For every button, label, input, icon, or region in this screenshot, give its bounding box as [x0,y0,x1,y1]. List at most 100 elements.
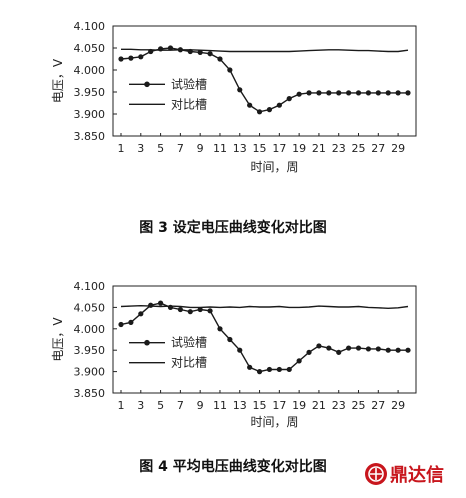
y-tick-label: 3.850 [74,130,106,143]
y-tick-label: 3.950 [74,86,106,99]
x-tick-label: 23 [332,142,346,155]
x-tick-label: 13 [233,399,247,412]
x-tick-label: 19 [292,399,306,412]
data-point [157,300,164,306]
data-point [217,56,223,62]
data-point [227,67,233,73]
y-tick-label: 4.000 [74,64,106,77]
x-tick-label: 13 [233,142,247,155]
legend-marker [144,81,150,88]
x-tick-label: 23 [332,399,346,412]
data-point [207,308,213,314]
data-point [128,55,134,61]
data-point [336,349,342,355]
data-point [385,90,391,96]
data-point [197,306,203,313]
x-tick-label: 5 [157,399,164,412]
plot-frame [112,25,417,137]
data-point [286,96,292,102]
data-point [375,90,381,96]
x-axis-title: 时间，周 [250,415,298,429]
data-point [375,346,381,352]
x-tick-label: 5 [157,142,164,155]
series-line-control-cell [121,48,409,53]
x-tick-label: 29 [391,399,405,412]
x-tick-label: 27 [371,399,385,412]
figure-caption: 图 4 平均电压曲线变化对比图 [139,458,327,475]
x-tick-label: 15 [253,142,267,155]
data-point [177,306,183,313]
x-tick-label: 3 [137,142,144,155]
data-point [346,345,352,351]
x-tick-label: 19 [292,142,306,155]
x-tick-label: 15 [253,399,267,412]
x-tick-label: 9 [197,399,204,412]
y-tick-label: 3.850 [74,387,106,400]
y-tick-label: 3.900 [74,108,106,121]
data-point [118,56,124,62]
x-tick-label: 17 [272,399,286,412]
data-point [197,49,203,56]
data-point [286,366,292,373]
x-tick-label: 25 [352,399,366,412]
data-point [128,319,134,325]
plot-frame [112,285,417,394]
y-axis-title: 电压，V [51,317,65,362]
data-point [365,90,372,96]
x-tick-label: 3 [137,399,144,412]
data-point [395,347,401,353]
y-axis-title: 电压，V [51,58,65,103]
data-point [365,346,372,352]
data-point [276,366,282,373]
y-tick-label: 4.100 [74,280,106,293]
dingdaxin-logo-icon [365,463,387,485]
data-point [266,107,273,113]
data-point [217,326,223,332]
data-point [385,347,391,353]
y-tick-label: 4.050 [74,301,106,314]
data-point [118,321,124,328]
x-tick-label: 9 [197,142,204,155]
data-point [207,51,213,57]
watermark-text: 鼎达信 [390,464,444,486]
data-point [405,347,411,353]
data-point [346,90,352,96]
legend-label: 对比槽 [171,356,207,370]
data-point [237,347,243,353]
data-point [237,87,243,93]
x-tick-label: 21 [312,142,326,155]
data-point [355,90,362,96]
figure-caption: 图 3 设定电压曲线变化对比图 [139,219,327,236]
legend-label: 对比槽 [171,97,207,111]
y-tick-label: 3.950 [74,344,106,357]
data-point [247,364,253,370]
data-point [326,90,332,96]
series-line-control-cell [120,304,409,310]
y-tick-label: 4.000 [74,323,106,336]
data-point [138,311,144,317]
data-point [276,102,282,108]
data-point [326,345,332,351]
data-point [148,302,154,308]
data-point [227,336,233,343]
data-point [316,343,322,349]
watermark: 鼎达信 [365,463,444,486]
data-point [167,45,174,51]
x-tick-label: 25 [352,142,366,155]
x-tick-label: 7 [177,399,184,412]
x-tick-label: 21 [312,399,326,412]
legend-label: 试验槽 [171,76,207,91]
data-point [247,102,253,108]
series-line-test-cell [120,302,408,373]
data-point [296,358,302,364]
data-point [256,369,263,375]
y-tick-label: 4.100 [74,20,106,33]
data-point [405,90,411,96]
data-point [138,54,144,60]
data-point [336,90,342,96]
x-tick-label: 11 [213,399,227,412]
x-tick-label: 17 [272,142,286,155]
